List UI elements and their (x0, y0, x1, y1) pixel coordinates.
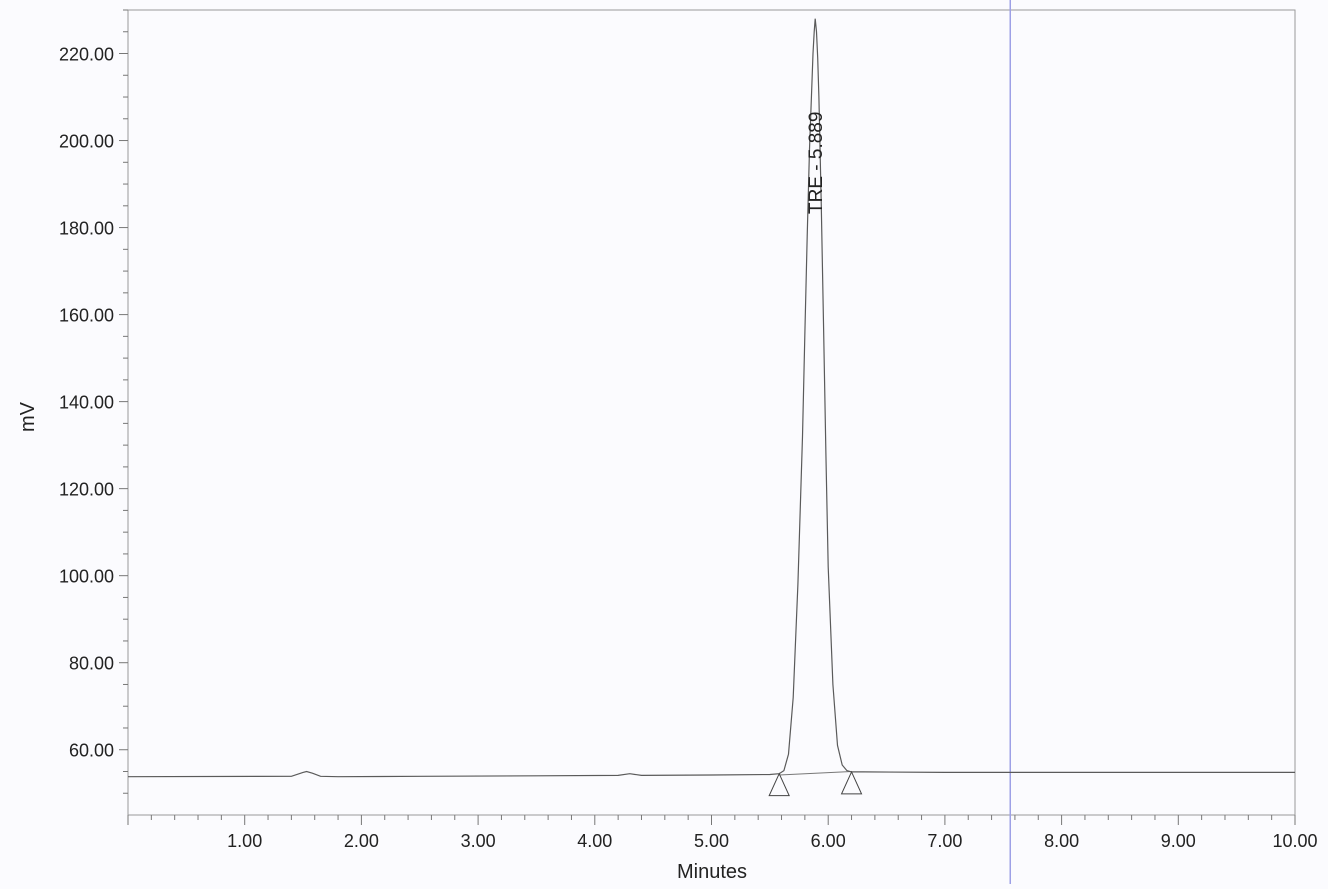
y-tick-label: 120.00 (59, 480, 114, 500)
x-tick-label: 7.00 (927, 831, 962, 851)
y-tick-label: 60.00 (69, 741, 114, 761)
y-axis-title: mV (17, 401, 39, 432)
y-tick-label: 140.00 (59, 393, 114, 413)
x-axis: 1.00 2.00 3.00 4.00 5.00 6.00 7.00 8.00 9.00 10.0… (127, 815, 1318, 851)
y-tick-label: 100.00 (59, 567, 114, 587)
x-tick-label: 2.00 (344, 831, 379, 851)
x-tick-label: 10.00 (1272, 831, 1317, 851)
x-tick-label: 5.00 (694, 831, 729, 851)
integration-marker (768, 772, 790, 797)
x-tick-label: 1.00 (227, 831, 262, 851)
plot-area (127, 9, 1296, 816)
y-tick-label: 80.00 (69, 654, 114, 674)
x-tick-label: 9.00 (1161, 831, 1196, 851)
integration-markers (768, 770, 863, 797)
y-axis: 60.00 80.00 100.00 120.00 140.00 160.00 180.00… (59, 9, 128, 794)
y-tick-label: 160.00 (59, 306, 114, 326)
y-tick-label: 200.00 (59, 132, 114, 152)
integration-marker (840, 770, 863, 795)
x-tick-label: 8.00 (1044, 831, 1079, 851)
y-tick-label: 220.00 (59, 45, 114, 65)
chromatogram-trace (127, 18, 1295, 778)
x-tick-label: 6.00 (811, 831, 846, 851)
x-axis-title: Minutes (677, 861, 747, 883)
x-tick-label: 3.00 (461, 831, 496, 851)
x-tick-label: 4.00 (577, 831, 612, 851)
y-tick-label: 180.00 (59, 219, 114, 239)
peak-label: TRE - 5.889 (806, 112, 827, 214)
integration-baseline (779, 770, 852, 776)
